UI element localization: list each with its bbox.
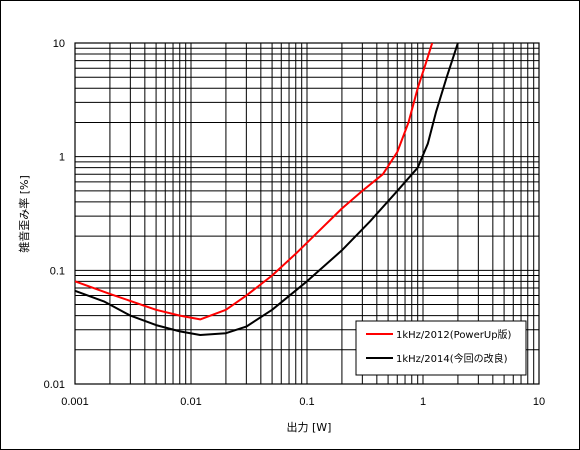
y-tick-label: 1 — [59, 152, 65, 164]
x-tick-label: 10 — [533, 396, 545, 408]
x-tick-label: 0.1 — [299, 396, 314, 408]
legend-box — [355, 320, 527, 376]
plot-border — [74, 42, 540, 385]
legend: 1kHz/2012(PowerUp版) 1kHz/2014(今回の改良) — [355, 320, 527, 376]
x-tick-label: 1 — [420, 396, 426, 408]
grid — [74, 42, 540, 385]
series-line-2 — [75, 43, 460, 336]
y-tick-label: 0.01 — [44, 379, 65, 391]
series-line-1 — [75, 43, 434, 321]
series-layer — [75, 43, 460, 336]
legend-label: 1kHz/2012(PowerUp版) — [396, 328, 512, 341]
y-axis-label: 雑音歪み率 [%] — [17, 175, 31, 253]
legend-label: 1kHz/2014(今回の改良) — [396, 352, 508, 365]
y-tick-label: 0.1 — [50, 265, 65, 277]
x-tick-label: 0.001 — [61, 396, 89, 408]
y-tick-label: 10 — [53, 38, 65, 50]
tick-labels: 0.001 0.01 0.1 1 10 0.01 0.1 1 10 — [44, 38, 546, 408]
x-axis-label: 出力 [W] — [287, 420, 332, 434]
x-tick-label: 0.01 — [180, 396, 201, 408]
